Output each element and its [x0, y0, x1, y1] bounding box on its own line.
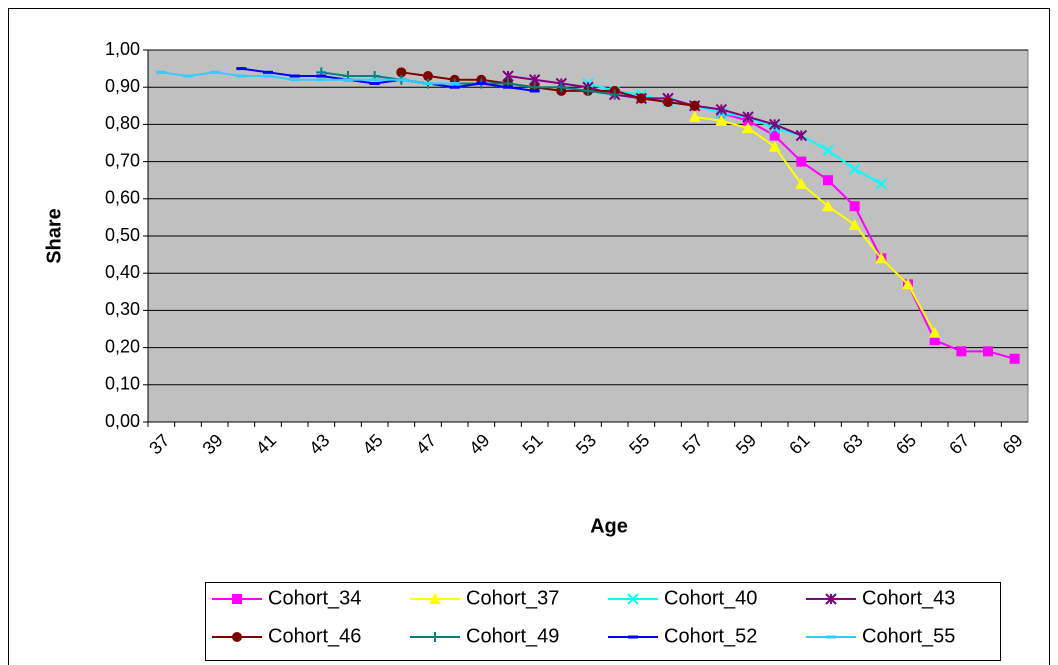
marker [232, 632, 242, 642]
marker [583, 85, 593, 96]
y-tick-label: 0,80 [105, 113, 140, 133]
y-tick-label: 1,00 [105, 39, 140, 59]
y-tick-label: 0,00 [105, 411, 140, 431]
y-tick-label: 0,10 [105, 374, 140, 394]
marker [688, 110, 701, 122]
y-tick-label: 0,40 [105, 262, 140, 282]
marker [902, 278, 914, 290]
marker [742, 122, 754, 134]
legend-label: Cohort_43 [862, 587, 955, 609]
marker [983, 346, 993, 357]
marker [875, 252, 888, 264]
legend-label: Cohort_55 [862, 625, 955, 647]
marker [663, 97, 673, 108]
marker [715, 103, 728, 116]
x-axis-title: Age [590, 515, 628, 537]
marker [822, 200, 834, 212]
marker [929, 335, 940, 346]
y-tick-label: 0,50 [105, 225, 140, 245]
marker [956, 346, 967, 357]
marker [396, 67, 407, 78]
y-tick-label: 0,20 [105, 336, 140, 356]
y-axis-title: Share [43, 208, 65, 264]
legend-label: Cohort_40 [664, 587, 757, 609]
y-tick-label: 0,30 [105, 299, 140, 319]
marker [627, 593, 639, 605]
legend-label: Cohort_49 [466, 625, 559, 647]
marker [848, 218, 861, 230]
marker [796, 156, 807, 167]
legend-box [205, 582, 1001, 661]
marker [823, 175, 833, 186]
legend-label: Cohort_46 [268, 625, 361, 647]
marker [875, 178, 888, 190]
marker [232, 594, 242, 604]
marker [715, 114, 728, 126]
marker [769, 130, 780, 141]
marker [429, 593, 441, 604]
marker [928, 326, 941, 338]
series-line [507, 75, 802, 137]
marker [768, 140, 781, 152]
marker [423, 71, 433, 82]
series-line [694, 115, 936, 334]
y-tick-label: 0,90 [105, 76, 140, 96]
y-tick-label: 0,70 [105, 150, 140, 170]
y-tick-label: 0,60 [105, 188, 140, 208]
marker [825, 593, 837, 605]
marker [609, 89, 620, 100]
marker [742, 111, 754, 123]
legend-label: Cohort_37 [466, 587, 559, 609]
marker [768, 118, 781, 131]
marker [556, 82, 567, 93]
marker [848, 163, 861, 175]
legend-label: Cohort_34 [268, 587, 361, 609]
marker [689, 100, 700, 111]
marker [430, 632, 440, 642]
legend-label: Cohort_52 [664, 625, 757, 647]
marker [849, 201, 860, 212]
marker [795, 177, 808, 189]
marker [636, 93, 647, 104]
marker [822, 144, 834, 157]
marker [795, 129, 808, 142]
marker [1009, 353, 1020, 364]
